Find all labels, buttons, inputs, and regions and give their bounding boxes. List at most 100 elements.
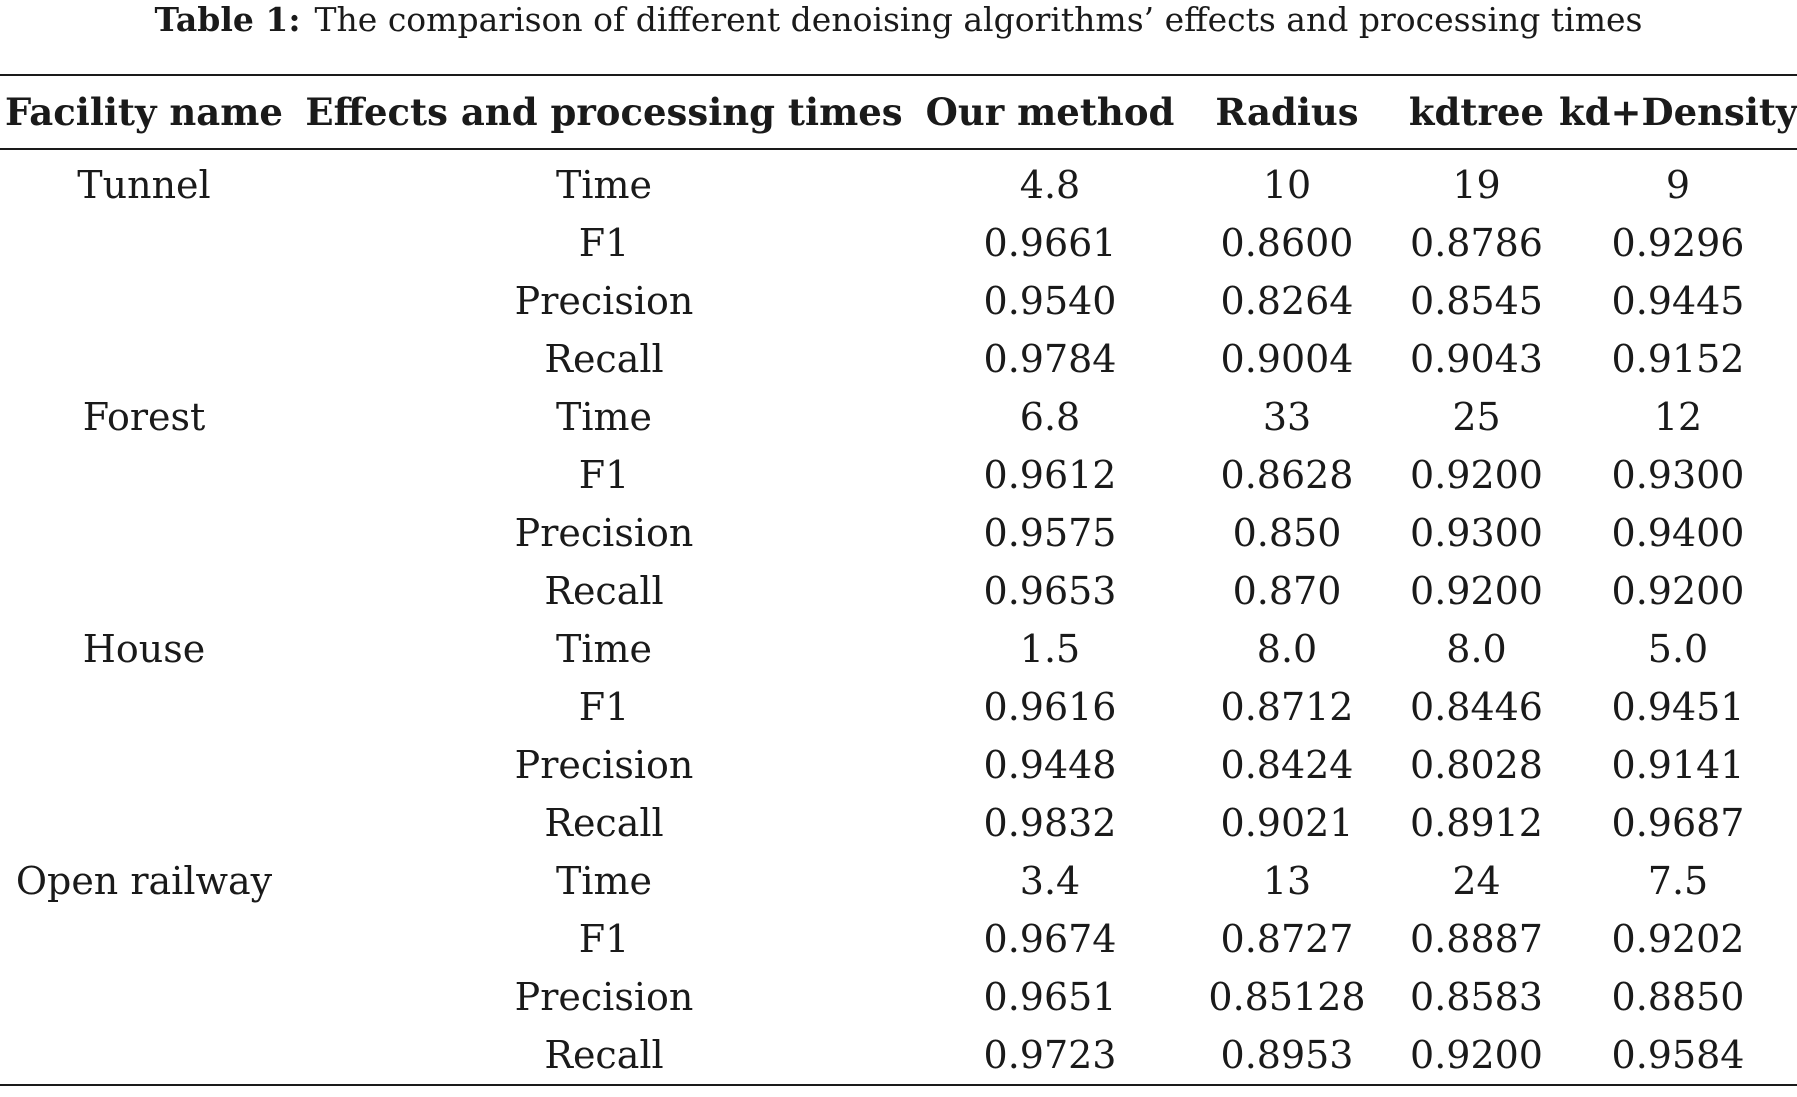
radius-cell: 10 (1262, 163, 1312, 207)
table-row: Open railway Time 3.4 13 24 7.5 (0, 852, 1797, 910)
kd-density-cell: 0.9296 (1611, 221, 1745, 265)
kdtree-cell: 0.8028 (1410, 743, 1543, 787)
kd-density-cell: 0.9584 (1611, 1033, 1745, 1077)
our-method-cell: 0.9653 (983, 569, 1117, 613)
our-method-cell: 3.4 (1019, 859, 1081, 903)
facility-name-cell: Open railway (15, 859, 273, 903)
table-body: Tunnel Time 4.8 10 19 9 F1 0.9661 0.8600 0.8786 0.… (0, 149, 1797, 1085)
kd-density-cell: 0.9451 (1611, 685, 1745, 729)
table-row: Tunnel Time 4.8 10 19 9 (0, 149, 1797, 214)
kdtree-cell: 25 (1452, 395, 1501, 439)
our-method-cell: 0.9575 (983, 511, 1117, 555)
radius-cell: 0.8727 (1220, 917, 1354, 961)
kd-density-cell: 12 (1653, 395, 1703, 439)
metric-cell: Time (555, 859, 653, 903)
header-kd-density: kd+Density (1559, 90, 1797, 134)
radius-cell: 0.8953 (1220, 1033, 1354, 1077)
facility-name-cell (0, 678, 288, 736)
table-row: Recall 0.9653 0.870 0.9200 0.9200 (0, 562, 1797, 620)
kdtree-cell: 24 (1452, 859, 1501, 903)
radius-cell: 0.8264 (1220, 279, 1354, 323)
kdtree-cell: 0.8583 (1410, 975, 1543, 1019)
metric-cell: Time (555, 163, 653, 207)
kd-density-cell: 0.9200 (1611, 569, 1745, 613)
table-header: Facility name Effects and processing tim… (0, 75, 1797, 149)
caption-label: Table 1: (154, 0, 301, 39)
facility-name-cell (0, 736, 288, 794)
radius-cell: 13 (1262, 859, 1312, 903)
kd-density-cell: 7.5 (1647, 859, 1709, 903)
metric-cell: Recall (544, 1033, 664, 1077)
facility-name-cell (0, 910, 288, 968)
facility-name-cell (0, 272, 288, 330)
radius-cell: 8.0 (1256, 627, 1318, 671)
metric-cell: Precision (514, 511, 694, 555)
table-row: Precision 0.9575 0.850 0.9300 0.9400 (0, 504, 1797, 562)
caption-text: The comparison of different denoising al… (314, 0, 1643, 39)
facility-name-cell: Tunnel (77, 163, 211, 207)
our-method-cell: 4.8 (1019, 163, 1081, 207)
table-row: Precision 0.9448 0.8424 0.8028 0.9141 (0, 736, 1797, 794)
kdtree-cell: 0.9200 (1410, 1033, 1543, 1077)
our-method-cell: 0.9612 (983, 453, 1117, 497)
our-method-cell: 0.9661 (983, 221, 1117, 265)
header-facility-name: Facility name (5, 90, 283, 134)
kdtree-cell: 0.9300 (1410, 511, 1543, 555)
kd-density-cell: 9 (1665, 163, 1691, 207)
kdtree-cell: 0.8912 (1410, 801, 1543, 845)
table-row: House Time 1.5 8.0 8.0 5.0 (0, 620, 1797, 678)
header-effects-and-processing-times: Effects and processing times (305, 90, 903, 134)
table-row: F1 0.9661 0.8600 0.8786 0.9296 (0, 214, 1797, 272)
radius-cell: 0.8600 (1220, 221, 1354, 265)
radius-cell: 0.85128 (1208, 975, 1366, 1019)
table-row: F1 0.9616 0.8712 0.8446 0.9451 (0, 678, 1797, 736)
table-row: Precision 0.9540 0.8264 0.8545 0.9445 (0, 272, 1797, 330)
facility-name-cell (0, 562, 288, 620)
our-method-cell: 0.9723 (983, 1033, 1117, 1077)
table-row: Forest Time 6.8 33 25 12 (0, 388, 1797, 446)
facility-name-cell: House (82, 627, 206, 671)
our-method-cell: 6.8 (1019, 395, 1081, 439)
facility-name-cell: Forest (82, 395, 206, 439)
facility-name-cell (0, 794, 288, 852)
our-method-cell: 0.9674 (983, 917, 1117, 961)
metric-cell: Recall (544, 569, 664, 613)
header-radius: Radius (1215, 90, 1359, 134)
kdtree-cell: 0.9043 (1410, 337, 1543, 381)
radius-cell: 0.8628 (1220, 453, 1354, 497)
radius-cell: 0.8712 (1220, 685, 1354, 729)
table-row: Precision 0.9651 0.85128 0.8583 0.8850 (0, 968, 1797, 1026)
facility-name-cell (0, 968, 288, 1026)
table-row: F1 0.9612 0.8628 0.9200 0.9300 (0, 446, 1797, 504)
kd-density-cell: 0.9141 (1611, 743, 1745, 787)
facility-name-cell (0, 504, 288, 562)
kd-density-cell: 5.0 (1647, 627, 1709, 671)
kdtree-cell: 0.9200 (1410, 569, 1543, 613)
metric-cell: Recall (544, 801, 664, 845)
radius-cell: 33 (1262, 395, 1312, 439)
our-method-cell: 0.9448 (983, 743, 1117, 787)
metric-cell: F1 (578, 453, 630, 497)
metric-cell: F1 (578, 221, 630, 265)
header-row: Facility name Effects and processing tim… (0, 75, 1797, 149)
our-method-cell: 0.9616 (983, 685, 1117, 729)
kdtree-cell: 0.8887 (1410, 917, 1543, 961)
radius-cell: 0.9021 (1220, 801, 1354, 845)
kd-density-cell: 0.9687 (1611, 801, 1745, 845)
metric-cell: Time (555, 627, 653, 671)
metric-cell: Precision (514, 743, 694, 787)
table-row: Recall 0.9723 0.8953 0.9200 0.9584 (0, 1026, 1797, 1085)
our-method-cell: 0.9651 (983, 975, 1117, 1019)
facility-name-cell (0, 446, 288, 504)
metric-cell: Recall (544, 337, 664, 381)
facility-name-cell (0, 214, 288, 272)
header-kdtree: kdtree (1408, 90, 1545, 134)
metric-cell: F1 (578, 685, 630, 729)
kd-density-cell: 0.9400 (1611, 511, 1745, 555)
kdtree-cell: 0.9200 (1410, 453, 1543, 497)
table-row: F1 0.9674 0.8727 0.8887 0.9202 (0, 910, 1797, 968)
kd-density-cell: 0.9202 (1611, 917, 1745, 961)
kd-density-cell: 0.9300 (1611, 453, 1745, 497)
facility-name-cell (0, 330, 288, 388)
